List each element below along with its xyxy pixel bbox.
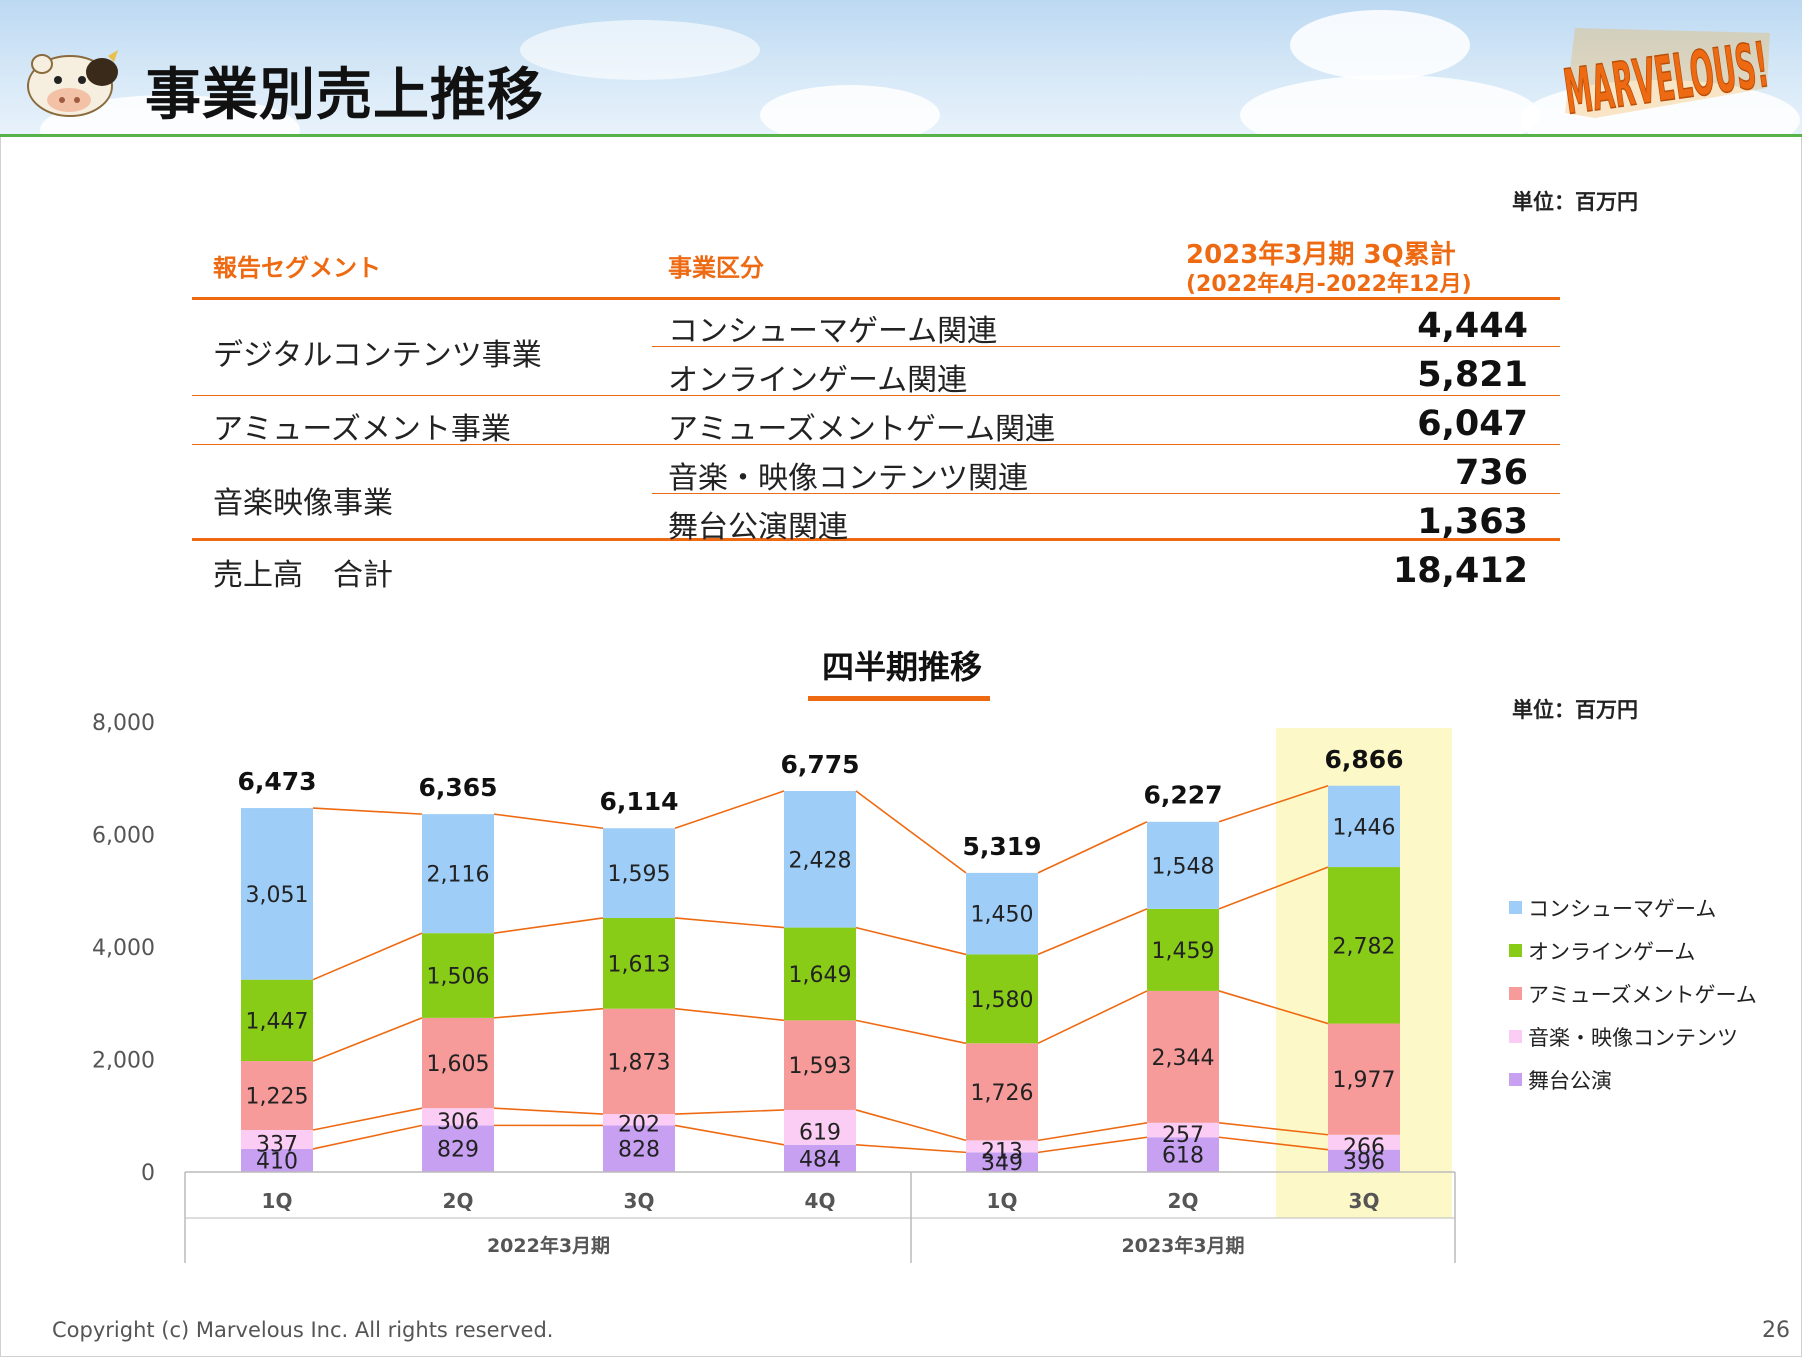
chart-title: 四半期推移 <box>821 648 982 686</box>
cloud-decoration <box>760 85 940 134</box>
header-period: 2023年3月期 3Q累計 <box>1186 240 1456 270</box>
slide-header <box>0 0 1802 134</box>
table-rule <box>652 346 1560 347</box>
total-value: 18,412 <box>1392 551 1528 591</box>
segment-music-video: 音楽映像事業 <box>213 486 393 521</box>
value-consumer-game: 4,444 <box>1417 306 1528 346</box>
business-consumer-game: コンシューマゲーム関連 <box>668 314 998 349</box>
table-rule <box>652 493 1560 494</box>
header-period-range: (2022年4月-2022年12月) <box>1186 272 1472 297</box>
cloud-decoration <box>1290 10 1470 80</box>
value-amusement-game: 6,047 <box>1417 404 1528 444</box>
value-stage: 1,363 <box>1417 502 1528 542</box>
table-rule-total <box>192 538 1560 541</box>
business-stage: 舞台公演関連 <box>668 510 848 545</box>
business-music-video: 音楽・映像コンテンツ関連 <box>668 461 1028 496</box>
table-rule <box>192 444 1560 445</box>
header-segment: 報告セグメント <box>213 254 381 282</box>
value-online-game: 5,821 <box>1417 355 1528 395</box>
business-online-game: オンラインゲーム関連 <box>668 363 968 398</box>
table-rule-top <box>192 297 1560 300</box>
header-business: 事業区分 <box>668 254 764 282</box>
value-music-video: 736 <box>1454 453 1528 493</box>
chart-title-underline <box>808 696 990 701</box>
table-unit-label: 単位：百万円 <box>1512 190 1638 214</box>
copyright-footer: Copyright (c) Marvelous Inc. All rights … <box>52 1318 554 1342</box>
total-label: 売上高 合計 <box>213 558 393 593</box>
cloud-decoration <box>520 20 760 80</box>
segment-digital: デジタルコンテンツ事業 <box>213 338 542 373</box>
chart-unit-label: 単位：百万円 <box>1512 698 1638 722</box>
header-divider <box>0 134 1802 137</box>
segment-amusement: アミューズメント事業 <box>213 412 511 447</box>
business-amusement-game: アミューズメントゲーム関連 <box>668 412 1055 447</box>
cloud-decoration <box>1240 75 1540 134</box>
page-title: 事業別売上推移 <box>145 63 544 128</box>
table-rule <box>192 395 1560 396</box>
page-number: 26 <box>1762 1318 1790 1343</box>
cow-mascot-icon <box>22 42 122 124</box>
marvelous-logo: MARVELOUS! <box>1555 18 1780 129</box>
